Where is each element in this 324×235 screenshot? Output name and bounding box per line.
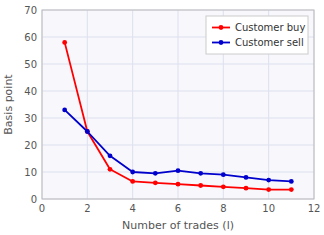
series-marker	[266, 178, 271, 183]
series-marker	[176, 168, 181, 173]
series-marker	[85, 129, 90, 134]
series-marker	[62, 108, 67, 113]
x-tick-label: 12	[308, 203, 321, 214]
series-marker	[289, 187, 294, 192]
series-marker	[198, 171, 203, 176]
series-marker	[266, 187, 271, 192]
series-marker	[221, 184, 226, 189]
chart: 0 10 20 30 40 50 60 70 0 2 4 6 8 10 12 Number of trades…	[0, 0, 324, 235]
series-marker	[176, 182, 181, 187]
legend-label: Customer sell	[235, 37, 304, 48]
series-line	[65, 110, 292, 182]
series-marker	[153, 180, 158, 185]
grid	[42, 10, 314, 199]
y-axis-label: Basis point	[2, 74, 15, 135]
series-marker	[130, 179, 135, 184]
legend: Customer buy Customer sell	[206, 16, 308, 54]
plot-background	[42, 10, 314, 199]
legend-marker	[219, 40, 224, 45]
x-tick-label: 0	[39, 203, 45, 214]
series-marker	[221, 172, 226, 177]
x-tick-label: 8	[220, 203, 226, 214]
series-marker	[244, 175, 249, 180]
series-marker	[85, 129, 90, 134]
y-tick-label: 20	[24, 140, 37, 151]
series-marker	[130, 170, 135, 175]
series-line	[65, 42, 292, 189]
y-tick-label: 60	[24, 32, 37, 43]
series-marker	[62, 40, 67, 45]
x-tick-label: 10	[262, 203, 275, 214]
series-marker	[198, 183, 203, 188]
y-tick-label: 50	[24, 59, 37, 70]
series-marker	[108, 153, 113, 158]
x-tick-label: 2	[84, 203, 90, 214]
series-marker	[244, 186, 249, 191]
grid-line-x	[87, 10, 88, 199]
x-tick-label: 4	[129, 203, 135, 214]
y-tick-label: 30	[24, 113, 37, 124]
series-marker	[289, 179, 294, 184]
y-tick-label: 0	[31, 194, 37, 205]
series-marker	[108, 167, 113, 172]
series-marker	[153, 171, 158, 176]
y-tick-label: 10	[24, 167, 37, 178]
plot-frame	[42, 10, 314, 199]
legend-marker	[219, 25, 224, 30]
x-axis-label: Number of trades (l)	[122, 219, 234, 232]
series-group	[62, 40, 293, 192]
legend-label: Customer buy	[235, 22, 305, 33]
y-tick-label: 70	[24, 5, 37, 16]
legend-box	[206, 16, 308, 54]
x-tick-label: 6	[175, 203, 181, 214]
y-tick-label: 40	[24, 86, 37, 97]
